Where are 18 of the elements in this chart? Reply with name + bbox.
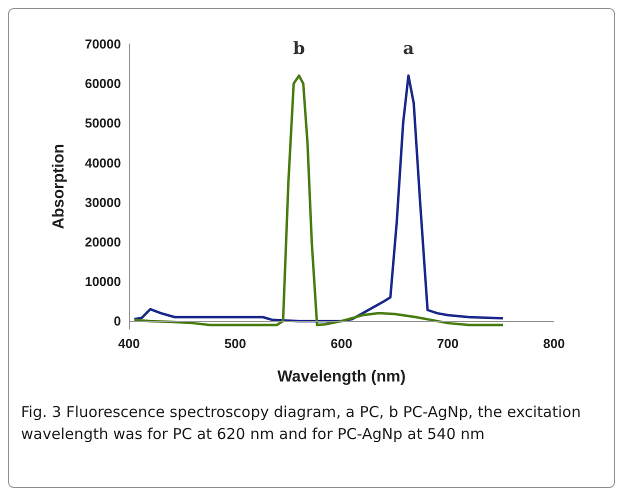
x-axis-title: Wavelength (nm) bbox=[277, 368, 406, 386]
y-tick-label: 30000 bbox=[84, 194, 121, 210]
annotation: a bbox=[402, 39, 414, 60]
y-tick-label: 0 bbox=[114, 314, 121, 329]
y-axis-title: Absorption bbox=[50, 144, 68, 230]
x-tick-label: 500 bbox=[224, 336, 246, 351]
caption: Fig. 3 Fluorescence spectroscopy diagram, a PC, b PC-AgNp, the excitation wavelength was for PC at 620 nm and for PC-AgNp at 540 nm bbox=[21, 402, 582, 445]
x-tick-label: 400 bbox=[118, 336, 140, 351]
y-tick-label: 20000 bbox=[84, 234, 121, 250]
y-tick-label: 60000 bbox=[84, 76, 121, 92]
y-tick-label: 40000 bbox=[84, 155, 121, 170]
y-tick-label: 50000 bbox=[84, 116, 121, 131]
x-tick-label: 700 bbox=[436, 336, 459, 351]
x-tick-label: 600 bbox=[330, 336, 352, 351]
y-tick-label: 70000 bbox=[84, 36, 121, 52]
annotation: b bbox=[293, 39, 306, 60]
x-tick-label: 800 bbox=[543, 336, 565, 351]
y-tick-label: 10000 bbox=[84, 274, 121, 289]
